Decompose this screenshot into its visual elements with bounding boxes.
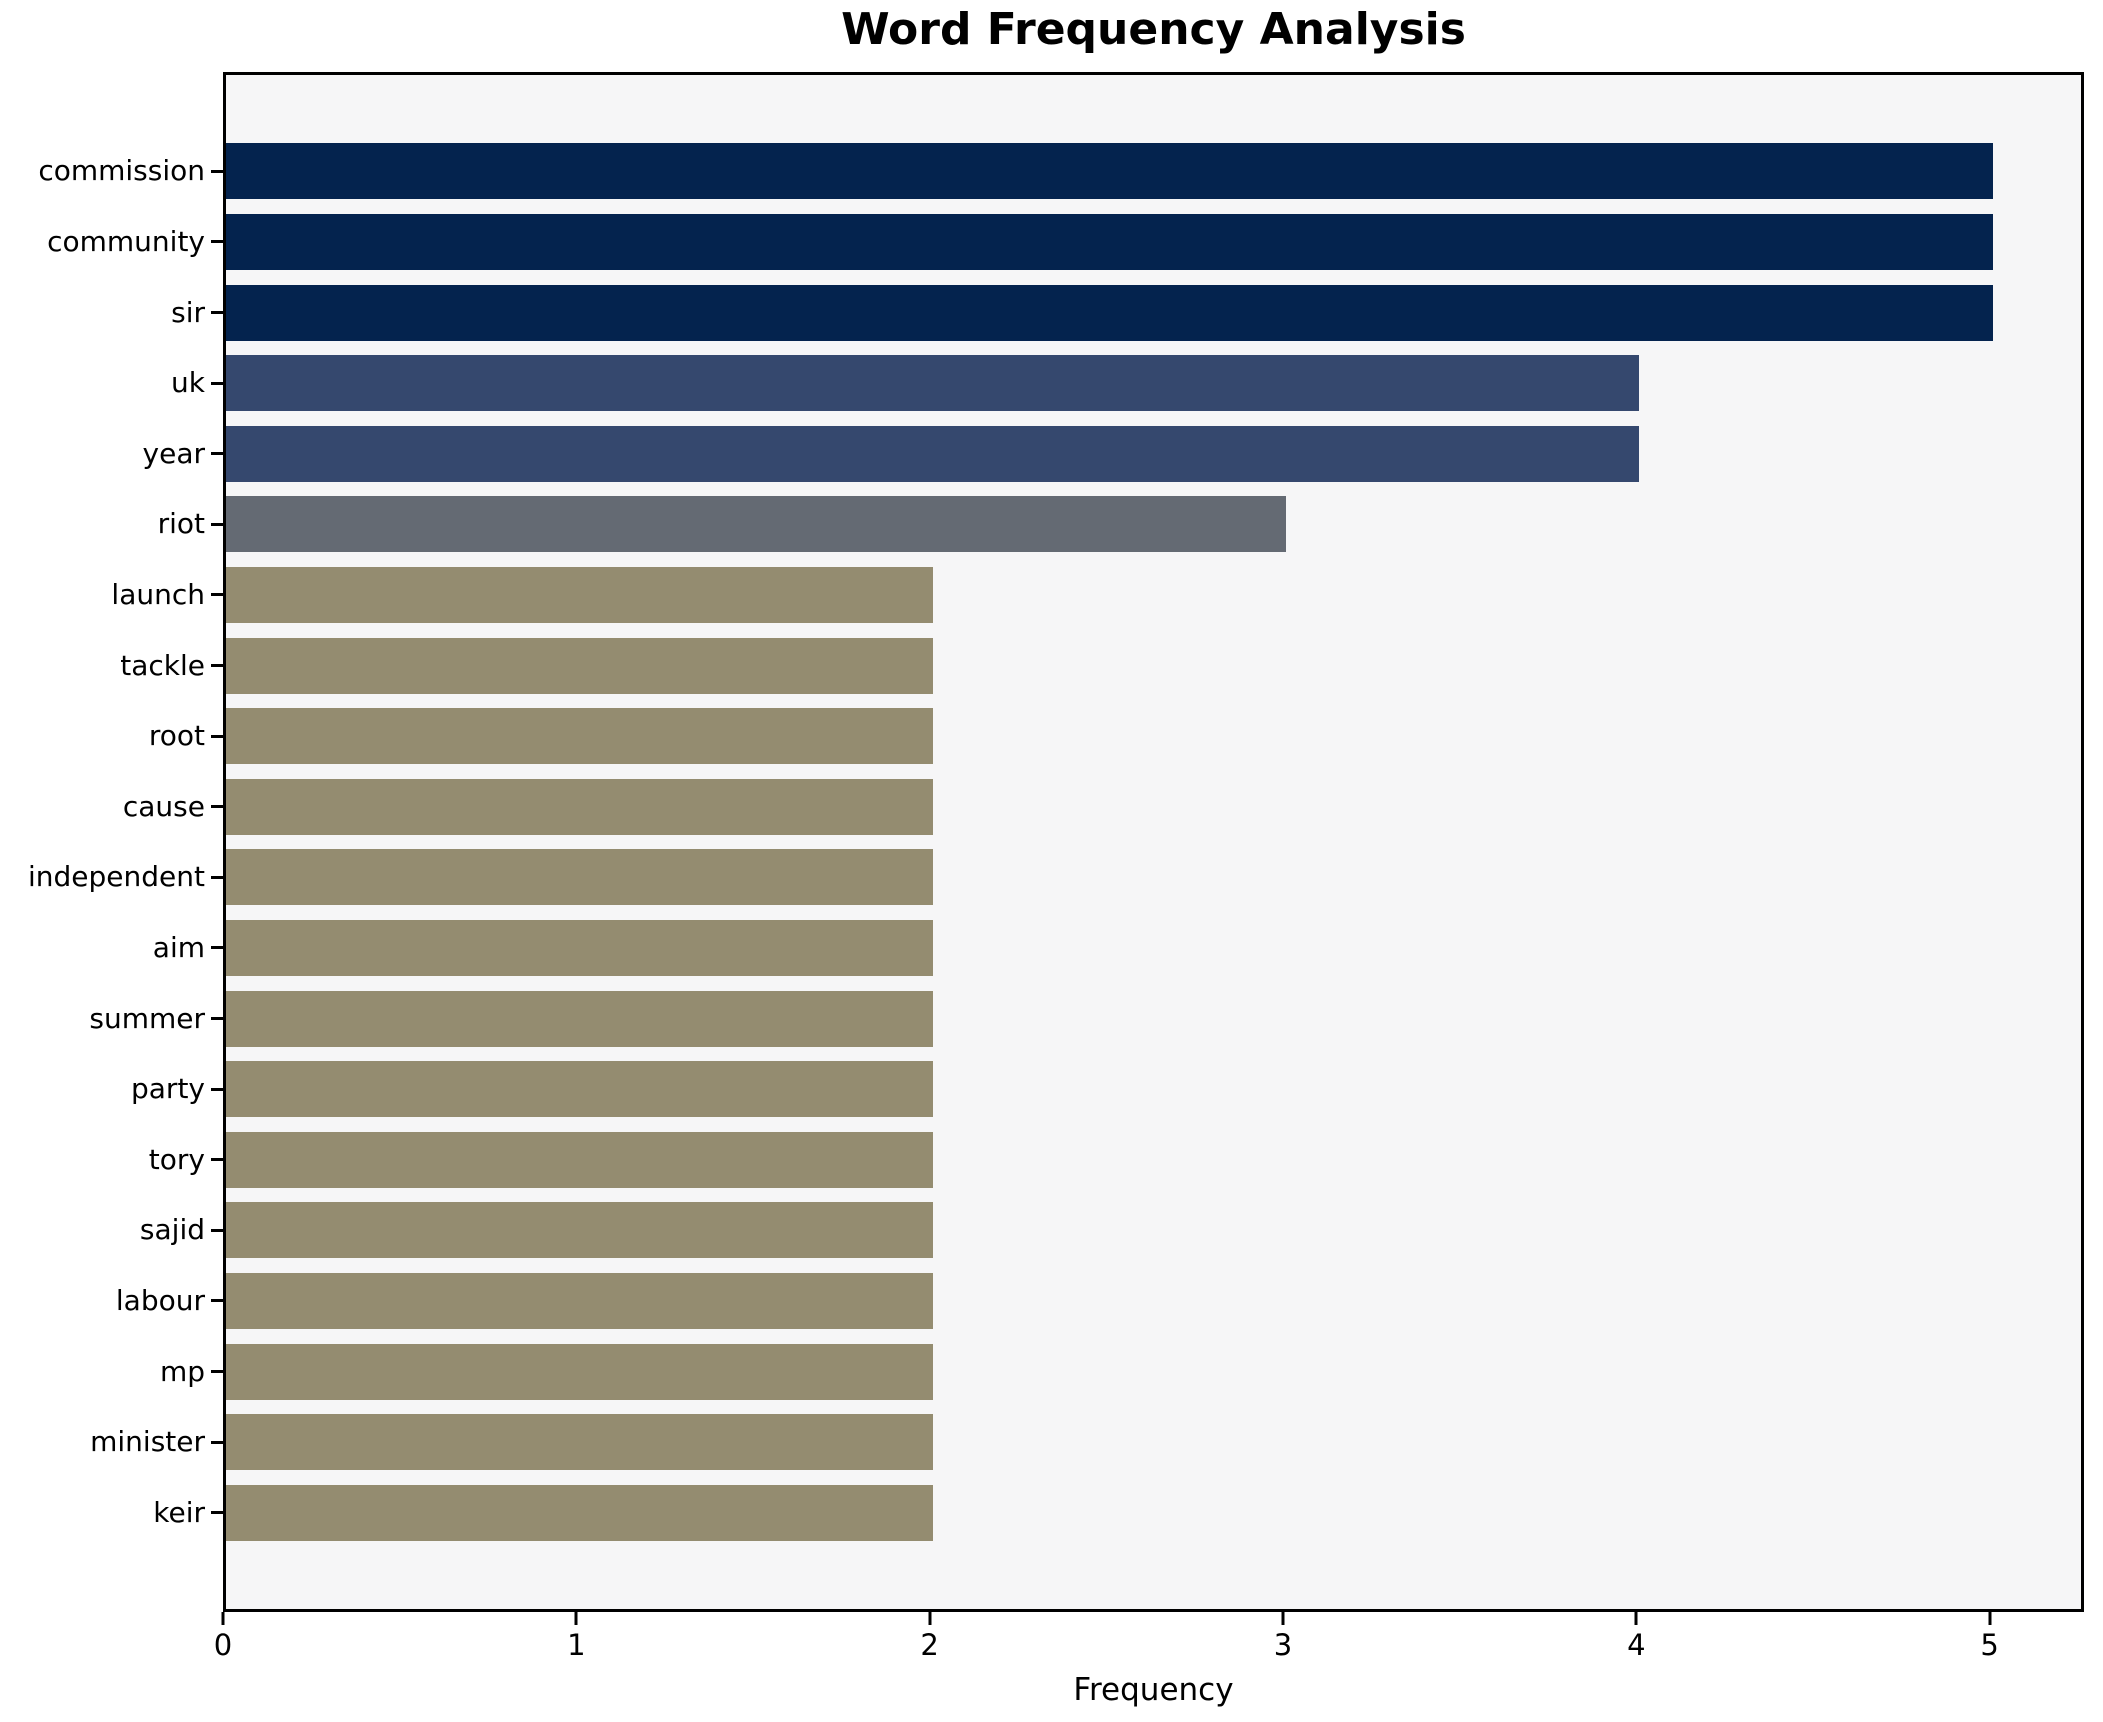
- y-tick-label-aim: aim: [152, 930, 205, 964]
- y-tick-label-launch: launch: [111, 577, 205, 611]
- y-tick-label-labour: labour: [115, 1283, 205, 1317]
- bar-sajid: [226, 1202, 933, 1259]
- y-tick-label-riot: riot: [157, 507, 205, 541]
- x-tick-label-2: 2: [920, 1628, 939, 1662]
- bar-commission: [226, 143, 1993, 200]
- x-tick-label-3: 3: [1273, 1628, 1293, 1662]
- bar-sir: [226, 284, 1993, 341]
- y-tick-mark: [211, 522, 223, 526]
- bar-independent: [226, 849, 933, 906]
- plot-area: [223, 72, 2084, 1612]
- bar-mp: [226, 1343, 933, 1400]
- y-tick-mark: [211, 946, 223, 950]
- y-tick-label-keir: keir: [153, 1495, 205, 1529]
- x-tick-mark: [928, 1612, 932, 1625]
- bar-minister: [226, 1414, 933, 1471]
- bars-layer: [226, 75, 2081, 1609]
- y-tick-mark: [211, 1158, 223, 1162]
- y-tick-mark: [211, 311, 223, 314]
- y-tick-label-cause: cause: [122, 789, 205, 823]
- y-tick-label-tackle: tackle: [120, 648, 205, 682]
- bar-tory: [226, 1131, 933, 1188]
- y-tick-label-sir: sir: [171, 295, 205, 329]
- y-tick-mark: [211, 1228, 223, 1232]
- bar-party: [226, 1061, 933, 1118]
- y-tick-label-party: party: [131, 1072, 205, 1106]
- x-axis-tick-labels: 0 1 2 3 4 5: [214, 1628, 2084, 1668]
- bar-keir: [226, 1484, 933, 1541]
- x-tick-label-0: 0: [213, 1628, 233, 1662]
- bar-aim: [226, 919, 933, 976]
- x-tick-label-1: 1: [567, 1628, 586, 1662]
- bar-summer: [226, 990, 933, 1047]
- x-tick-mark: [221, 1612, 225, 1625]
- y-tick-mark: [211, 664, 223, 667]
- y-tick-mark: [211, 1087, 223, 1091]
- y-tick-label-summer: summer: [89, 1001, 205, 1035]
- y-axis-ticks: [211, 72, 223, 1612]
- x-tick-mark: [1281, 1612, 1285, 1625]
- y-tick-label-sajid: sajid: [139, 1213, 205, 1247]
- y-axis-labels: commission community sir uk year riot launch ta…: [0, 72, 205, 1612]
- y-tick-label-independent: independent: [28, 860, 205, 894]
- y-tick-mark: [211, 1017, 223, 1020]
- x-tick-label-4: 4: [1627, 1628, 1646, 1662]
- y-tick-mark: [211, 169, 223, 173]
- y-tick-mark: [211, 240, 223, 244]
- y-tick-mark: [211, 381, 223, 385]
- bar-launch: [226, 566, 933, 623]
- bar-year: [226, 425, 1640, 482]
- chart-title: Word Frequency Analysis: [841, 4, 1466, 55]
- x-axis-ticks: [221, 1612, 2084, 1626]
- bar-labour: [226, 1272, 933, 1329]
- y-tick-label-minister: minister: [90, 1425, 205, 1459]
- x-tick-label-5: 5: [1980, 1628, 1999, 1662]
- x-tick-mark: [1634, 1612, 1638, 1625]
- y-tick-mark: [211, 593, 223, 597]
- bar-riot: [226, 496, 1286, 553]
- bar-root: [226, 708, 933, 765]
- bar-uk: [226, 355, 1640, 412]
- x-axis-title: Frequency: [1073, 1672, 1234, 1708]
- bar-community: [226, 213, 1993, 270]
- y-tick-mark: [211, 1299, 223, 1303]
- x-tick-mark: [1988, 1612, 1992, 1625]
- y-tick-label-root: root: [148, 719, 205, 753]
- y-tick-label-uk: uk: [171, 366, 205, 400]
- y-tick-mark: [211, 1370, 223, 1373]
- y-tick-label-mp: mp: [159, 1354, 205, 1388]
- bar-tackle: [226, 637, 933, 694]
- y-tick-mark: [211, 805, 223, 809]
- y-tick-mark: [211, 1440, 223, 1444]
- bar-cause: [226, 778, 933, 835]
- y-tick-label-community: community: [47, 224, 205, 258]
- y-tick-label-commission: commission: [38, 154, 205, 188]
- y-tick-label-tory: tory: [148, 1142, 205, 1176]
- y-tick-label-year: year: [142, 436, 205, 470]
- y-tick-mark: [211, 875, 223, 879]
- y-tick-mark: [211, 734, 223, 738]
- y-tick-mark: [211, 1511, 223, 1515]
- y-tick-mark: [211, 452, 223, 456]
- x-tick-mark: [574, 1612, 578, 1625]
